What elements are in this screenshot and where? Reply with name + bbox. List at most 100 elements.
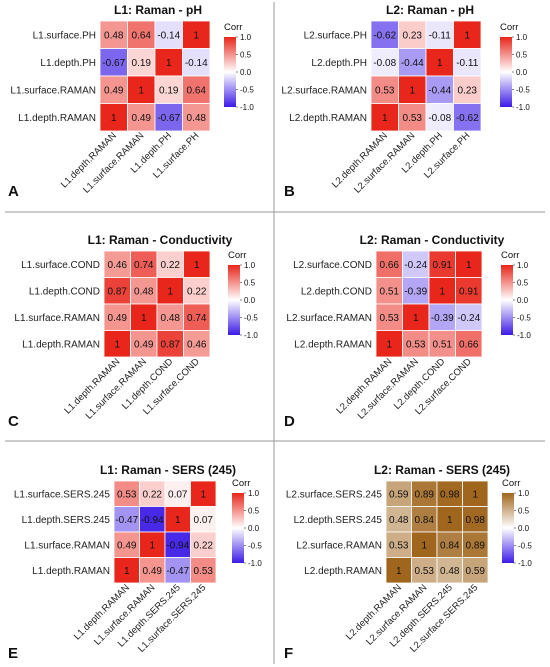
legend-colorbar xyxy=(224,37,236,107)
cell-value-label: -0.24 xyxy=(404,260,427,271)
legend-tick-label: -0.5 xyxy=(518,542,532,551)
row-label: L2.depth.RAMAN xyxy=(289,113,367,124)
cell-value-label: 0.89 xyxy=(466,540,486,551)
cell-value-label: 1 xyxy=(193,30,199,41)
legend-title: Corr xyxy=(502,478,520,489)
cell-value-label: -0.44 xyxy=(428,85,451,96)
legend-tick-label: 0.0 xyxy=(516,68,528,77)
cell-value-label: 1 xyxy=(437,58,443,69)
row-label: L2.surface.PH xyxy=(304,30,367,41)
cell-value-label: -0.47 xyxy=(115,515,138,526)
row-label: L2.depth.RAMAN xyxy=(294,339,372,350)
cell-value-label: -0.44 xyxy=(401,58,424,69)
cell-value-label: 0.19 xyxy=(159,85,179,96)
cell-value-label: 1 xyxy=(141,313,147,324)
cell-value-label: 0.22 xyxy=(194,540,214,551)
panel-title: L2: Raman - pH xyxy=(386,3,474,17)
cell-value-label: 1 xyxy=(409,85,415,96)
row-label: L1.surface.RAMAN xyxy=(14,313,100,324)
heatmap-cell xyxy=(375,330,403,358)
row-label: L1.depth.PH xyxy=(40,58,96,69)
cell-value-label: 1 xyxy=(466,260,472,271)
cell-value-label: 0.84 xyxy=(440,540,460,551)
heatmap-cell xyxy=(156,250,184,278)
heatmap-cell xyxy=(113,506,140,533)
legend-tick-label: 0.5 xyxy=(248,507,260,516)
cell-value-label: 0.46 xyxy=(108,260,128,271)
cell-value-label: 1 xyxy=(175,515,181,526)
row-label: L1.surface.COND xyxy=(21,260,100,271)
cell-value-label: 0.87 xyxy=(161,339,181,350)
heatmap-cell xyxy=(425,103,454,132)
row-label: L2.surface.RAMAN xyxy=(281,85,367,96)
cell-value-label: 0.19 xyxy=(132,58,152,69)
cell-value-label: 0.64 xyxy=(132,30,152,41)
heatmap-cell xyxy=(99,20,128,49)
legend-tick-label: 1.0 xyxy=(518,489,530,498)
legend-tick-label: -1.0 xyxy=(517,331,531,340)
cell-value-label: 1 xyxy=(114,339,120,350)
legend-tick-label: 0.5 xyxy=(516,51,528,60)
heatmap-panel-d: L2: Raman - Conductivity D 0.66 -0.24 0.91 1 0… xyxy=(284,233,531,430)
heatmap-cell xyxy=(462,531,489,558)
panel-title: L2: Raman - SERS (245) xyxy=(374,463,510,477)
row-label: L1.surface.SERS.245 xyxy=(14,489,111,500)
cell-value-label: -0.62 xyxy=(456,113,479,124)
cell-value-label: 0.48 xyxy=(104,30,124,41)
cell-value-label: 1 xyxy=(138,85,144,96)
row-label: L2.surface.COND xyxy=(293,260,372,271)
heatmap-cell xyxy=(130,303,158,331)
cell-value-label: 0.48 xyxy=(134,286,154,297)
panel-letter: D xyxy=(284,413,295,430)
row-label: L2.surface.RAMAN xyxy=(286,313,372,324)
row-label: L2.depth.RAMAN xyxy=(304,566,382,577)
cell-value-label: 1 xyxy=(167,286,173,297)
cell-value-label: 0.46 xyxy=(187,339,207,350)
cell-value-label: 0.22 xyxy=(143,489,163,500)
cell-value-label: -0.67 xyxy=(102,58,125,69)
cell-value-label: -0.94 xyxy=(166,540,189,551)
row-label: L2.depth.SERS.245 xyxy=(294,515,383,526)
heatmap-cell xyxy=(385,506,412,533)
cell-value-label: 0.48 xyxy=(161,313,181,324)
heatmap-cell xyxy=(183,277,211,305)
cell-value-label: -0.14 xyxy=(157,30,180,41)
panel-letter: C xyxy=(8,413,19,430)
heatmap-cell xyxy=(127,75,156,104)
legend-colorbar xyxy=(502,493,514,563)
heatmap-cell xyxy=(156,330,184,358)
cell-value-label: 0.66 xyxy=(380,260,400,271)
cell-value-label: 1 xyxy=(386,339,392,350)
heatmap-cell xyxy=(190,506,217,533)
cell-value-label: 0.53 xyxy=(117,489,137,500)
legend-tick-label: 1.0 xyxy=(516,33,528,42)
heatmap-cell xyxy=(453,103,482,132)
legend-tick-label: -1.0 xyxy=(240,103,254,112)
heatmap-cell xyxy=(370,75,399,104)
heatmap-cell xyxy=(375,303,403,331)
heatmap-cell xyxy=(462,557,489,584)
heatmap-cell xyxy=(154,20,183,49)
row-label: L2.surface.SERS.245 xyxy=(286,489,383,500)
cell-value-label: 0.74 xyxy=(187,313,207,324)
legend-tick-label: 0.5 xyxy=(517,279,529,288)
cell-value-label: 0.84 xyxy=(415,515,435,526)
cell-value-label: 1 xyxy=(124,566,130,577)
heatmap-cell xyxy=(127,103,156,132)
cell-value-label: 0.53 xyxy=(194,566,214,577)
cell-value-label: 0.22 xyxy=(161,260,181,271)
legend-title: Corr xyxy=(501,250,519,261)
cell-value-label: -0.11 xyxy=(456,58,478,69)
heatmap-cell xyxy=(154,103,183,132)
legend-tick-label: 0.5 xyxy=(518,507,530,516)
legend-tick-label: 0.0 xyxy=(244,296,256,305)
legend-tick-label: -1.0 xyxy=(516,103,530,112)
heatmap-cell xyxy=(453,75,482,104)
legend-tick-label: 0.0 xyxy=(517,296,529,305)
cell-value-label: 0.59 xyxy=(389,489,409,500)
heatmap-cell xyxy=(462,506,489,533)
cell-value-label: -0.08 xyxy=(428,113,451,124)
heatmap-cell xyxy=(130,277,158,305)
legend-title: Corr xyxy=(500,22,518,33)
cell-value-label: -0.94 xyxy=(141,515,164,526)
